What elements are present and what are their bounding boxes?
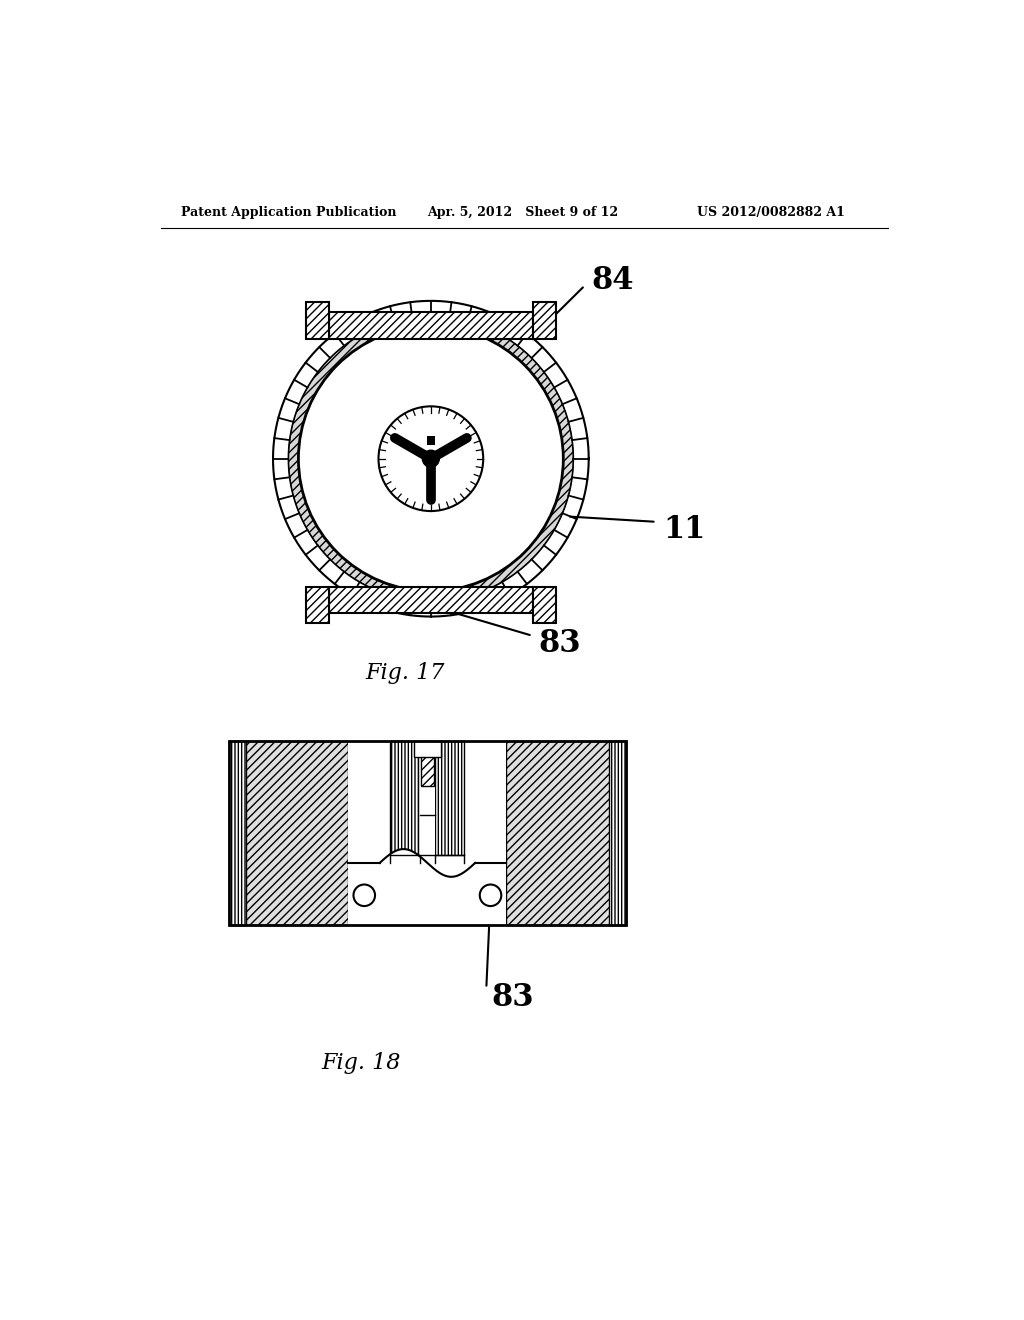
- Bar: [532, 302, 556, 339]
- Bar: [306, 586, 329, 623]
- Text: 11: 11: [664, 513, 706, 545]
- Bar: [532, 302, 556, 339]
- Bar: [229, 742, 626, 924]
- Text: 83: 83: [490, 982, 534, 1014]
- Text: 83: 83: [539, 628, 582, 659]
- Bar: [329, 313, 532, 339]
- Bar: [532, 586, 556, 623]
- Bar: [414, 742, 441, 756]
- Bar: [506, 742, 626, 924]
- Text: Fig. 18: Fig. 18: [322, 1052, 400, 1074]
- Circle shape: [480, 884, 502, 906]
- Bar: [427, 437, 435, 445]
- Bar: [532, 586, 556, 623]
- Bar: [348, 742, 506, 924]
- Bar: [229, 742, 246, 924]
- Circle shape: [379, 407, 483, 511]
- Circle shape: [353, 884, 375, 906]
- Bar: [329, 313, 532, 339]
- Bar: [306, 302, 329, 339]
- Bar: [420, 742, 435, 855]
- Bar: [348, 742, 390, 855]
- Text: US 2012/0082882 A1: US 2012/0082882 A1: [696, 206, 845, 219]
- Text: Patent Application Publication: Patent Application Publication: [180, 206, 396, 219]
- Bar: [306, 302, 329, 339]
- PathPatch shape: [289, 317, 573, 601]
- Circle shape: [422, 450, 439, 467]
- Bar: [348, 863, 506, 924]
- Bar: [329, 586, 532, 612]
- Bar: [306, 586, 329, 623]
- Bar: [329, 586, 532, 612]
- Circle shape: [298, 326, 563, 591]
- Text: 84: 84: [591, 264, 634, 296]
- Bar: [229, 742, 348, 924]
- Text: Fig. 17: Fig. 17: [366, 661, 444, 684]
- Bar: [435, 742, 464, 855]
- Text: Apr. 5, 2012   Sheet 9 of 12: Apr. 5, 2012 Sheet 9 of 12: [427, 206, 618, 219]
- Bar: [390, 742, 420, 855]
- Bar: [421, 742, 433, 785]
- Bar: [464, 742, 506, 855]
- Bar: [608, 742, 626, 924]
